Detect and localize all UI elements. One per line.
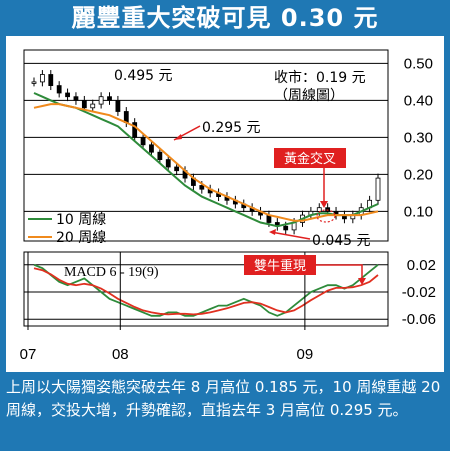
resistance-arrowhead: [174, 134, 182, 140]
low-price-arrowhead: [269, 229, 276, 235]
macd-y-tick-label: 0.02: [407, 257, 436, 274]
macd-title: MACD 6 - 19(9): [64, 265, 159, 280]
candle-body: [73, 96, 79, 101]
candle-body: [115, 100, 121, 112]
price-y-tick-label: 0.50: [404, 55, 433, 72]
candle-body: [316, 207, 322, 212]
price-plot-frame: [23, 49, 389, 242]
macd-y-tick-label: -0.06: [402, 311, 436, 328]
annotation-low-price: 0.045 元: [312, 233, 371, 249]
annotation-resistance-price: 0.295 元: [202, 120, 261, 136]
candle-body: [165, 159, 171, 168]
legend-label-ma20: 20 周線: [56, 230, 106, 246]
candle-body: [39, 74, 45, 83]
chart-area: 0.50 0.40 0.30 0.20 0.10 0.02 -0.02 -0.06 07 08 09…: [6, 36, 444, 372]
price-y-tick-label: 0.20: [404, 166, 433, 183]
golden-cross-circle: [316, 209, 336, 223]
description-text: 上周以大陽獨姿態突破去年 8 月高位 0.185 元，10 周線重越 20 周線…: [6, 378, 441, 419]
price-y-tick-label: 0.10: [404, 203, 433, 220]
double-bull-arrow: [316, 264, 363, 280]
chart-svg: 0.50 0.40 0.30 0.20 0.10 0.02 -0.02 -0.06 07 08 09…: [20, 49, 436, 363]
legend-label-ma10: 10 周線: [56, 212, 106, 228]
candle-body: [375, 177, 381, 201]
double-bull-tag-bg: [244, 255, 316, 275]
x-tick-label: 07: [20, 346, 37, 363]
candle-body: [65, 92, 70, 98]
golden-cross-tag-bg: [274, 148, 346, 168]
candle-body: [283, 225, 289, 231]
low-price-arrow: [270, 231, 311, 240]
price-y-tick-label: 0.40: [404, 92, 433, 109]
candle-body: [174, 166, 180, 172]
x-tick-label: 08: [112, 346, 129, 363]
candle-body: [90, 103, 96, 109]
macd-line-signal: [33, 267, 379, 316]
candle-body: [48, 74, 54, 86]
macd-plot-frame: [23, 251, 389, 327]
ma-line-20: [33, 103, 379, 222]
candle-body: [140, 137, 146, 146]
ma-line-10: [33, 92, 379, 228]
golden-cross-tag-label: 黃金交叉: [284, 151, 336, 167]
candle-body: [157, 151, 163, 160]
price-y-tick-label: 0.30: [404, 129, 433, 146]
candle-body: [56, 85, 62, 94]
double-bull-tag-label: 雙牛重現: [254, 258, 306, 274]
double-bull-arrowhead: [358, 278, 366, 285]
candle-body: [31, 81, 37, 84]
candle-body: [199, 185, 205, 190]
candle-body: [107, 96, 112, 101]
chart-title: 麗豐重大突破可見 0.30 元: [71, 4, 379, 32]
macd-y-tick-label: -0.02: [402, 284, 436, 301]
candle-body: [98, 96, 104, 105]
annotation-weekly-chart: （周線圖）: [274, 88, 344, 104]
golden-cross-arrowhead: [320, 201, 328, 208]
annotation-close-price: 收市：0.19 元: [274, 69, 366, 86]
candle-body: [81, 100, 87, 109]
candle-body: [149, 144, 154, 153]
candle-body: [132, 122, 138, 138]
x-tick-label: 09: [297, 346, 314, 363]
annotation-high-price: 0.495 元: [114, 68, 173, 84]
